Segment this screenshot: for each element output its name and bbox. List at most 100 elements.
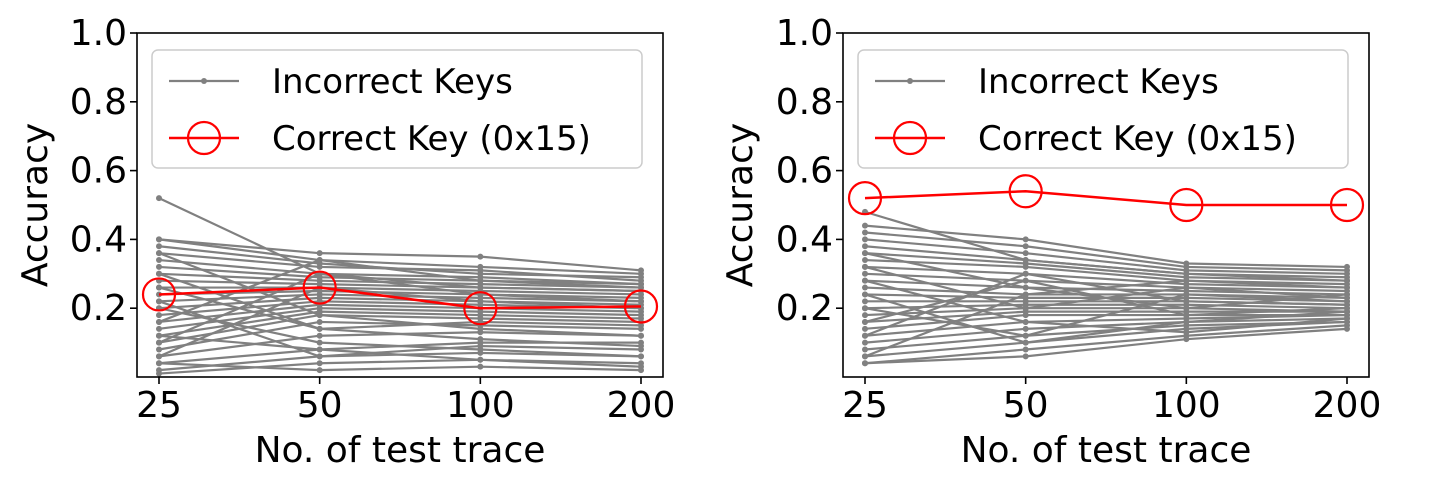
- legend-correct-marker: [186, 120, 222, 156]
- incorrect-key-line: [158, 258, 642, 286]
- incorrect-key-point: [156, 339, 162, 346]
- incorrect-key-line: [864, 245, 1348, 279]
- incorrect-key-point: [862, 332, 868, 339]
- incorrect-key-point: [156, 195, 162, 202]
- incorrect-key-line: [158, 238, 642, 275]
- incorrect-key-point: [638, 346, 644, 353]
- incorrect-key-point: [316, 339, 323, 346]
- incorrect-key-point: [477, 267, 484, 274]
- legend-label-correct: Correct Key (0x15): [272, 119, 591, 159]
- incorrect-key-line: [864, 224, 1348, 269]
- incorrect-key-point: [316, 360, 323, 367]
- series-group: [141, 195, 659, 377]
- incorrect-key-point: [862, 229, 868, 236]
- incorrect-key-point: [156, 325, 162, 332]
- incorrect-key-point: [477, 253, 484, 260]
- incorrect-key-line: [864, 238, 1348, 275]
- incorrect-key-point: [862, 305, 868, 312]
- incorrect-key-point: [1022, 318, 1029, 325]
- incorrect-key-line: [158, 252, 642, 337]
- legend-box: [151, 49, 643, 169]
- legend-label-correct: Correct Key (0x15): [978, 119, 1297, 159]
- incorrect-key-point: [316, 257, 323, 264]
- correct-key-marker: [1008, 174, 1043, 209]
- incorrect-key-point: [1344, 325, 1350, 332]
- incorrect-key-point: [1022, 305, 1029, 312]
- incorrect-key-point: [862, 339, 868, 346]
- incorrect-key-point: [316, 250, 323, 257]
- incorrect-key-point: [156, 236, 162, 243]
- incorrect-key-line: [864, 320, 1348, 351]
- incorrect-key-line: [158, 265, 642, 286]
- legend: Incorrect Keys Correct Key (0x15): [857, 49, 1349, 169]
- incorrect-key-point: [862, 298, 868, 305]
- incorrect-key-line: [158, 300, 642, 358]
- chart-panel-1: 1.0 0.8 0.6 0.4 0.2 25 50 100 200 No. of test tra…: [15, 13, 675, 471]
- correct-key-line: [158, 286, 642, 310]
- incorrect-key-line: [158, 238, 642, 272]
- incorrect-key-point: [862, 325, 868, 332]
- y-tick-label: 0.4: [70, 219, 127, 260]
- x-tick-label: 100: [1152, 385, 1221, 426]
- incorrect-key-line: [159, 286, 642, 296]
- incorrect-key-point: [156, 250, 162, 257]
- x-tick-label: 200: [1313, 385, 1382, 426]
- incorrect-key-point: [1183, 312, 1190, 319]
- incorrect-key-point: [156, 284, 162, 291]
- incorrect-key-point: [638, 353, 644, 360]
- x-axis-label: No. of test trace: [961, 430, 1252, 471]
- incorrect-key-point: [477, 284, 484, 291]
- incorrect-key-line: [864, 317, 1348, 344]
- y-tick-label: 0.6: [70, 151, 127, 192]
- legend-correct-marker: [892, 120, 928, 156]
- incorrect-key-point: [156, 257, 162, 264]
- incorrect-key-point: [638, 332, 644, 339]
- correct-key-marker: [847, 181, 883, 216]
- incorrect-key-line: [864, 293, 1348, 344]
- incorrect-key-point: [477, 277, 484, 284]
- y-tick-label: 0.4: [776, 219, 833, 260]
- incorrect-key-point: [862, 222, 868, 229]
- x-tick-label: 50: [297, 385, 343, 426]
- correct-key-marker: [302, 270, 337, 305]
- incorrect-key-line: [864, 258, 1348, 286]
- incorrect-key-line: [864, 265, 1348, 310]
- incorrect-key-point: [1022, 250, 1029, 257]
- plot-frame: [842, 32, 1370, 378]
- correct-key-marker: [463, 291, 498, 326]
- incorrect-key-point: [1022, 339, 1029, 346]
- incorrect-key-point: [638, 363, 644, 370]
- incorrect-key-line: [158, 358, 642, 375]
- incorrect-key-point: [638, 284, 644, 291]
- incorrect-key-point: [1022, 312, 1029, 319]
- incorrect-key-point: [156, 270, 162, 277]
- incorrect-key-point: [316, 263, 323, 270]
- incorrect-key-point: [862, 236, 868, 243]
- incorrect-key-line: [158, 303, 642, 324]
- y-tick-label: 0.2: [70, 288, 127, 329]
- incorrect-key-point: [1183, 305, 1190, 312]
- correct-key-line: [864, 189, 1347, 207]
- incorrect-key-point: [862, 284, 868, 291]
- y-tick-label: 1.0: [776, 13, 833, 54]
- legend-label-incorrect: Incorrect Keys: [272, 62, 513, 102]
- incorrect-key-point: [477, 343, 484, 350]
- incorrect-key-point: [156, 360, 162, 367]
- incorrect-key-point: [1183, 284, 1190, 291]
- incorrect-key-point: [316, 367, 323, 374]
- legend-label-incorrect: Incorrect Keys: [978, 62, 1219, 102]
- correct-key-marker: [623, 289, 659, 324]
- incorrect-key-point: [862, 318, 868, 325]
- y-tick-label: 0.2: [776, 288, 833, 329]
- incorrect-key-point: [862, 270, 868, 277]
- incorrect-key-line: [158, 252, 642, 282]
- incorrect-key-point: [316, 353, 323, 360]
- incorrect-key-point: [316, 332, 323, 339]
- incorrect-key-point: [1344, 284, 1350, 291]
- incorrect-key-point: [1022, 291, 1029, 298]
- incorrect-key-line: [864, 324, 1348, 365]
- incorrect-key-line: [158, 289, 642, 299]
- incorrect-key-point: [156, 353, 162, 360]
- incorrect-key-point: [638, 322, 644, 329]
